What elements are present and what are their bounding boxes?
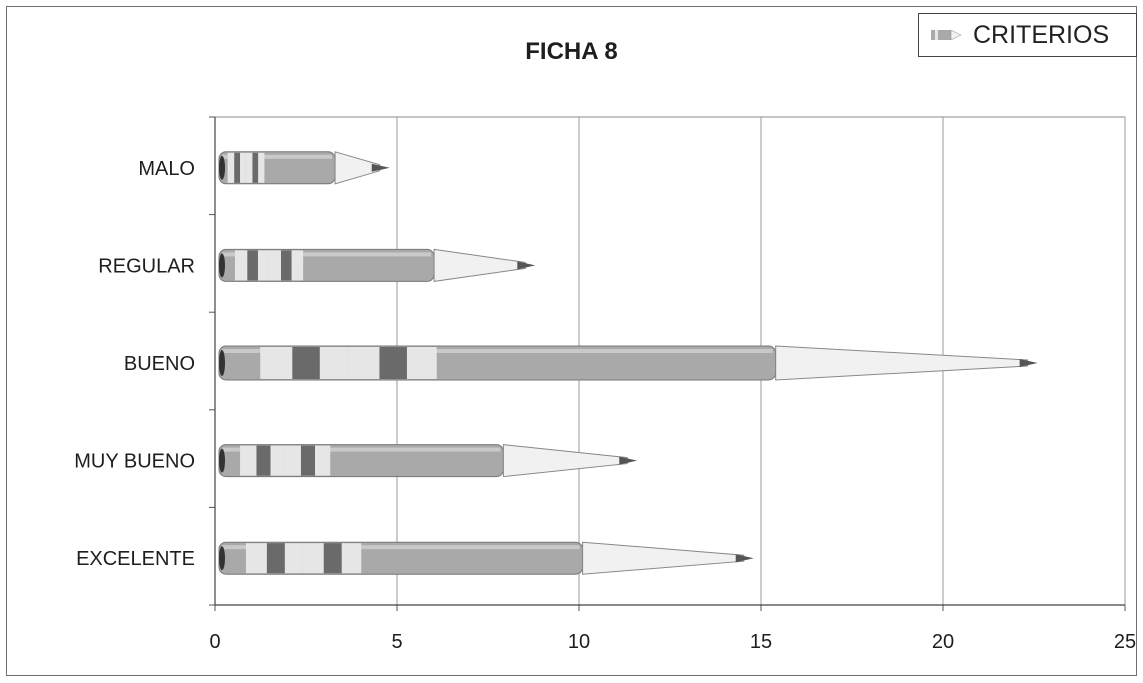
x-tick-label: 20: [932, 631, 954, 653]
bar-pencil-muy-bueno: [218, 444, 638, 478]
pencil-lead: [517, 261, 536, 270]
pencil-cap: [219, 448, 225, 473]
pencil-highlight: [222, 545, 580, 550]
pencil-band: [227, 152, 235, 183]
y-category-label: MALO: [138, 158, 195, 180]
pencil-band: [300, 445, 316, 476]
pencil-highlight: [222, 447, 501, 452]
bar-pencil-bueno: [218, 345, 1038, 381]
pencil-lead: [1019, 359, 1038, 367]
x-tick-label: 15: [750, 631, 772, 653]
chart-title: FICHA 8: [525, 38, 618, 65]
x-tick-label: 5: [391, 631, 402, 653]
pencil-lead: [371, 163, 390, 172]
y-category-label: MUY BUENO: [74, 451, 195, 473]
pencil-band: [245, 152, 253, 183]
pencil-wood: [775, 345, 1029, 381]
x-tick-label: 25: [1114, 631, 1136, 653]
legend-label: CRITERIOS: [973, 20, 1110, 49]
legend-pencil-icon: [931, 28, 963, 42]
pencil-band: [323, 543, 342, 574]
pencil-cap: [219, 253, 225, 278]
x-tick-label: 10: [568, 631, 590, 653]
pencil-band: [234, 250, 248, 281]
pencil-band: [268, 250, 281, 281]
pencil-band: [292, 347, 320, 379]
pencil-band: [245, 543, 267, 574]
pencil-highlight: [222, 349, 773, 353]
pencil-band: [319, 347, 348, 379]
pencil-band: [266, 543, 285, 574]
pencil-highlight: [222, 154, 333, 159]
legend: CRITERIOS: [918, 13, 1137, 57]
pencil-band: [252, 152, 259, 183]
pencil-band: [234, 152, 241, 183]
y-category-label: BUENO: [124, 353, 195, 375]
pencil-band: [280, 250, 292, 281]
pencil-wood: [502, 444, 628, 478]
y-category-label: REGULAR: [98, 255, 195, 277]
pencil-wood: [334, 151, 381, 185]
pencil-band: [315, 445, 331, 476]
pencil-wood: [433, 248, 526, 282]
pencil-lead: [619, 456, 638, 465]
pencil-band: [284, 445, 301, 476]
pencil-band: [256, 445, 271, 476]
pencil-band: [240, 445, 257, 476]
pencil-band: [257, 250, 269, 281]
pencil-band: [258, 152, 265, 183]
pencil-band: [406, 347, 437, 379]
bar-pencil-excelente: [218, 541, 754, 575]
y-category-label: EXCELENTE: [76, 548, 195, 570]
pencil-wood: [582, 541, 745, 575]
pencil-band: [270, 445, 285, 476]
pencil-band: [347, 347, 380, 379]
pencil-cap: [219, 546, 225, 571]
pencil-band: [302, 543, 324, 574]
pencil-band: [240, 152, 246, 183]
pencil-band: [341, 543, 362, 574]
pencil-lead: [735, 554, 754, 563]
pencil-band: [379, 347, 407, 379]
pencil-band: [247, 250, 258, 281]
bar-pencil-regular: [218, 248, 536, 282]
pencil-band: [260, 347, 293, 379]
pencil-cap: [219, 350, 225, 376]
pencil-band: [284, 543, 303, 574]
pencil-highlight: [222, 252, 432, 257]
pencil-cap: [219, 155, 225, 180]
bar-pencil-malo: [218, 151, 390, 185]
pencil-band: [291, 250, 304, 281]
x-tick-label: 0: [209, 631, 220, 653]
